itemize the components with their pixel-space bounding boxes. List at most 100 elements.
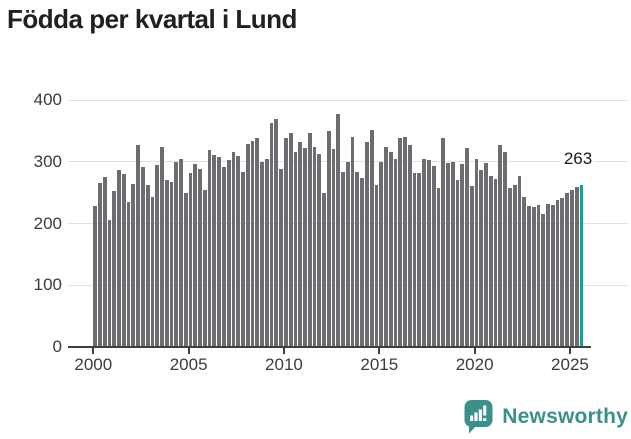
bar-2006-q4 bbox=[222, 167, 226, 347]
bar-2003-q3 bbox=[160, 146, 164, 347]
y-axis-label-100: 100 bbox=[33, 275, 62, 295]
bar-2002-q1 bbox=[131, 183, 136, 347]
x-tick-2015 bbox=[378, 348, 381, 354]
bar-2004-q4 bbox=[183, 193, 188, 347]
x-axis-label-2025: 2025 bbox=[551, 355, 589, 374]
bar-2000-q4 bbox=[107, 219, 112, 347]
bar-2020-q4 bbox=[488, 175, 493, 347]
bar-2014-q3 bbox=[369, 129, 374, 347]
newsworthy-logo-icon bbox=[464, 400, 493, 434]
bar-2024-q2 bbox=[555, 200, 560, 347]
bar-2021-q3 bbox=[503, 152, 508, 347]
bar-2023-q4 bbox=[546, 203, 550, 347]
bar-2010-q1 bbox=[283, 137, 288, 347]
bar-2018-q3 bbox=[446, 162, 450, 347]
bar-2023-q3 bbox=[541, 213, 546, 347]
bar-2016-q3 bbox=[407, 145, 412, 347]
bar-2013-q2 bbox=[345, 161, 350, 347]
bar-2019-q1 bbox=[455, 180, 460, 347]
bar-2008-q3 bbox=[255, 138, 260, 347]
bar-2014-q2 bbox=[365, 141, 369, 347]
y-axis-label-300: 300 bbox=[33, 151, 62, 171]
bar-2018-q2 bbox=[441, 138, 446, 347]
bar-2004-q2 bbox=[174, 161, 179, 347]
bar-2013-q1 bbox=[341, 171, 345, 347]
bar-2010-q4 bbox=[298, 141, 303, 347]
bar-2001-q2 bbox=[117, 169, 121, 347]
bar-2005-q4 bbox=[202, 190, 207, 347]
bar-2006-q3 bbox=[217, 156, 222, 347]
x-tick-2010 bbox=[282, 348, 285, 354]
bar-2016-q1 bbox=[398, 138, 403, 347]
bar-2021-q4 bbox=[508, 187, 512, 347]
bar-2015-q2 bbox=[384, 146, 388, 347]
bar-2002-q3 bbox=[140, 166, 145, 347]
newsworthy-logo-text: Newsworthy bbox=[502, 404, 628, 428]
bar-2008-q4 bbox=[260, 161, 264, 347]
x-axis-line bbox=[68, 346, 591, 348]
x-tick-2000 bbox=[92, 348, 95, 354]
bar-2009-q3 bbox=[274, 118, 279, 347]
bar-2012-q2 bbox=[326, 130, 331, 347]
bar-2004-q1 bbox=[169, 181, 174, 347]
bar-2011-q3 bbox=[312, 146, 317, 347]
bar-2019-q4 bbox=[469, 186, 474, 347]
bar-2009-q4 bbox=[279, 168, 283, 347]
bar-2010-q3 bbox=[293, 152, 298, 347]
bar-2025-q1 bbox=[569, 189, 574, 347]
bar-2020-q1 bbox=[474, 158, 479, 347]
bar-2023-q1 bbox=[531, 206, 536, 347]
bar-2022-q2 bbox=[517, 175, 522, 347]
y-axis-label-400: 400 bbox=[33, 90, 62, 109]
x-axis-label-2015: 2015 bbox=[360, 355, 399, 374]
bar-2014-q4 bbox=[374, 185, 379, 347]
bar-2000-q2 bbox=[98, 183, 102, 347]
bar-2001-q4 bbox=[126, 201, 131, 347]
bar-2012-q4 bbox=[336, 113, 341, 347]
plot-area bbox=[68, 90, 628, 360]
bar-2019-q2 bbox=[460, 164, 465, 347]
bar-2008-q2 bbox=[250, 140, 255, 347]
bar-2012-q1 bbox=[322, 193, 326, 347]
bar-2015-q1 bbox=[379, 161, 384, 347]
bar-2016-q4 bbox=[412, 173, 417, 347]
bar-2000-q1 bbox=[93, 206, 98, 347]
bar-2011-q1 bbox=[303, 148, 307, 347]
bar-2005-q2 bbox=[193, 163, 198, 347]
bar-2024-q3 bbox=[560, 198, 565, 347]
bar-2013-q4 bbox=[355, 171, 360, 347]
bar-2005-q3 bbox=[198, 168, 202, 347]
y-axis-label-200: 200 bbox=[33, 213, 62, 233]
bar-2007-q4 bbox=[241, 171, 245, 347]
bar-2002-q2 bbox=[136, 145, 140, 347]
bar-2022-q3 bbox=[522, 196, 527, 347]
bar-2012-q3 bbox=[331, 149, 336, 347]
bar-2006-q1 bbox=[207, 150, 212, 347]
bar-2021-q2 bbox=[498, 145, 503, 347]
bar-2024-q4 bbox=[565, 193, 569, 347]
x-axis-label-2000: 2000 bbox=[74, 355, 113, 374]
bar-2013-q3 bbox=[350, 137, 355, 347]
bar-2011-q2 bbox=[307, 132, 312, 347]
bar-2018-q4 bbox=[450, 161, 455, 347]
bar-2006-q2 bbox=[212, 154, 217, 347]
bar-2002-q4 bbox=[145, 185, 150, 347]
gridline-400 bbox=[68, 99, 628, 101]
y-axis-label-0: 0 bbox=[52, 337, 62, 356]
x-tick-2020 bbox=[473, 348, 476, 354]
bar-2008-q1 bbox=[245, 144, 250, 347]
bar-2014-q1 bbox=[360, 177, 365, 347]
bar-2010-q2 bbox=[288, 132, 293, 347]
bar-2001-q3 bbox=[121, 174, 126, 347]
bar-2025-q3 bbox=[579, 184, 584, 347]
bar-2017-q4 bbox=[431, 166, 436, 347]
chart-title: Födda per kvartal i Lund bbox=[7, 4, 297, 34]
x-axis-label-2010: 2010 bbox=[265, 355, 303, 374]
bar-2007-q1 bbox=[226, 159, 231, 347]
bar-2020-q2 bbox=[479, 169, 484, 347]
bar-2019-q3 bbox=[465, 148, 469, 347]
bar-2017-q2 bbox=[422, 158, 426, 347]
bar-2001-q1 bbox=[112, 191, 117, 347]
bar-2025-q2 bbox=[574, 187, 579, 347]
